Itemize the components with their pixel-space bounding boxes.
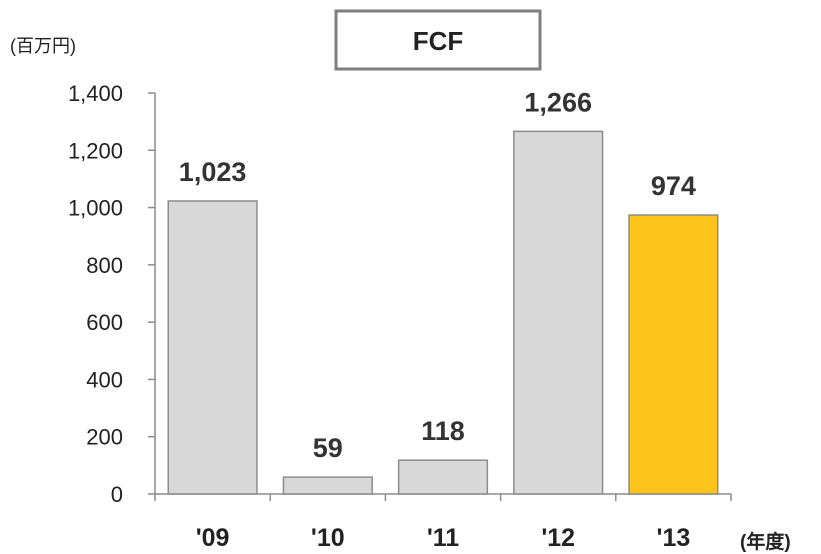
y-tick-label: 1,400: [68, 81, 123, 106]
y-tick-label: 800: [86, 253, 123, 278]
y-tick-labels: 0 200 400 600 800 1,000 1,200 1,400: [68, 81, 123, 507]
bar: [397, 459, 489, 495]
category-labels: '09 '10 '11 '12 '13: [196, 524, 691, 552]
value-labels: 1,023 59 118 1,266 974: [179, 87, 696, 463]
category-label: '11: [427, 524, 459, 552]
value-label: 1,023: [179, 157, 247, 187]
y-tick-label: 200: [86, 425, 123, 450]
bar: [628, 214, 719, 495]
y-tick-label: 1,000: [68, 196, 123, 221]
bar: [513, 130, 604, 495]
y-axis-unit-label: (百万円): [10, 36, 76, 56]
chart-title-box: FCF: [334, 9, 542, 71]
category-label: '09: [196, 524, 230, 552]
x-axis-unit-label: (年度): [740, 530, 791, 553]
bar: [282, 476, 373, 495]
value-label: 1,266: [524, 87, 592, 117]
category-label: '13: [657, 524, 691, 552]
y-tick-label: 600: [86, 310, 123, 335]
y-tick-label: 400: [86, 367, 123, 392]
bar: [167, 200, 258, 495]
category-label: '10: [311, 524, 345, 552]
value-label: 59: [313, 433, 343, 463]
value-label: 118: [421, 416, 465, 446]
y-tick-label: 1,200: [68, 138, 123, 163]
bars: [167, 130, 719, 495]
y-tick-label: 0: [111, 482, 123, 507]
category-label: '12: [541, 524, 575, 552]
value-label: 974: [651, 171, 696, 201]
chart-title: FCF: [413, 26, 464, 56]
